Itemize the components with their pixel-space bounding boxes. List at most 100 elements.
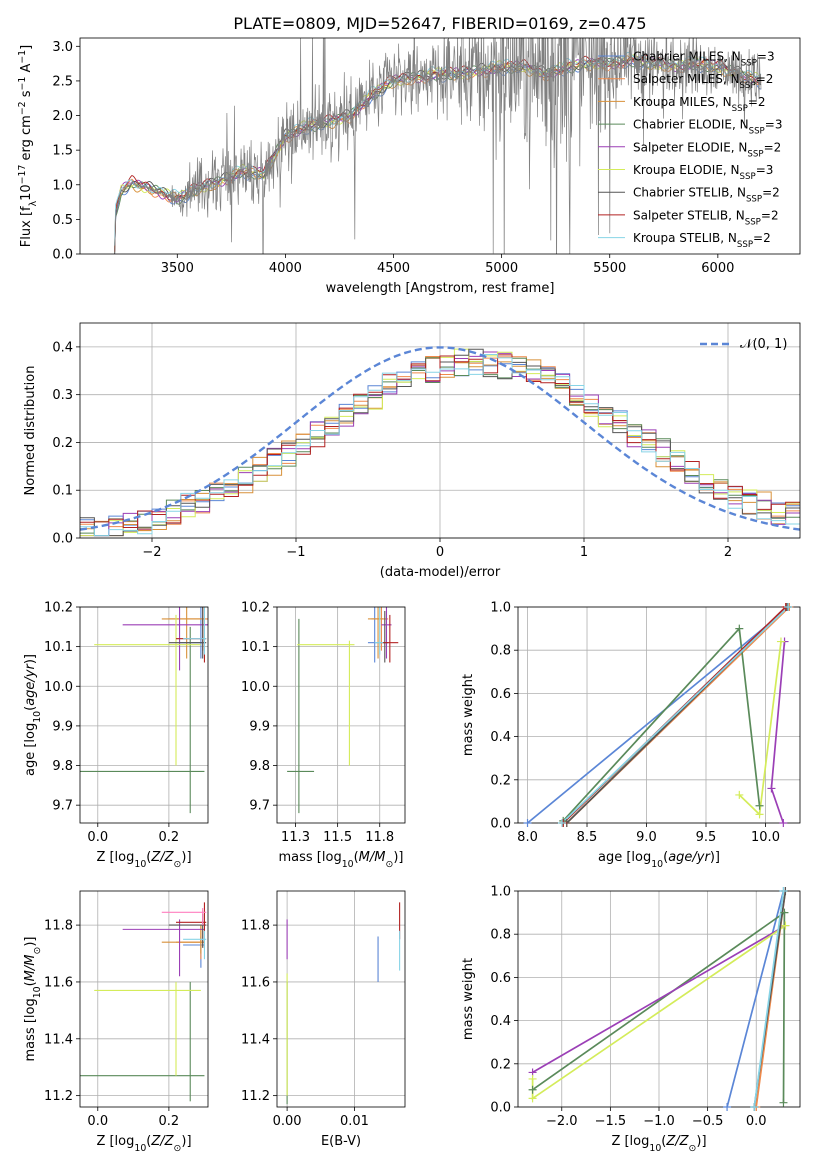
y-tick-label: 9.7 — [52, 799, 73, 814]
y-tick-label: 0.6 — [490, 971, 511, 986]
x-tick-label: −2.0 — [546, 1114, 578, 1129]
mass-weight-marker — [779, 819, 788, 827]
axes-frame — [79, 37, 801, 255]
spectrum-data-line — [114, 38, 762, 254]
errorbar-point — [183, 607, 207, 655]
y-tick-label: 1.0 — [52, 178, 73, 193]
x-tick-label: −1.0 — [643, 1114, 675, 1129]
x-tick-label: 6000 — [701, 261, 734, 276]
errorbar-point — [94, 614, 201, 766]
y-tick-label: 0.0 — [52, 248, 73, 263]
y-tick-label: 0.5 — [52, 213, 73, 228]
x-tick-label: 4000 — [269, 261, 302, 276]
y-tick-label: 0.2 — [52, 436, 73, 451]
spectrum-panel: 3500 4000 4500 5000 5500 6000 0.0 0.5 1.0 1.5 2.0 2… — [17, 37, 801, 296]
y-axis-label: Normed distribution — [23, 366, 38, 496]
x-tick-label: 0.0 — [87, 1114, 108, 1129]
y-tick-label: 0.3 — [52, 388, 73, 403]
x-tick-label: 5000 — [485, 261, 518, 276]
mass-weight-marker — [528, 1074, 537, 1083]
x-axis-label: mass [log10(M/M⊙)] — [279, 850, 404, 870]
y-tick-label: 3.0 — [52, 40, 73, 55]
x-tick-label: 2 — [724, 545, 732, 560]
x-tick-label: 0.00 — [273, 1114, 302, 1129]
legend-entry-label: Chabrier ELODIE, NSSP=3 — [633, 118, 782, 137]
y-tick-label: 9.8 — [249, 759, 270, 774]
errorbar-point — [94, 981, 201, 1076]
mass-weight-marker — [558, 819, 567, 827]
y-tick-label: 11.8 — [241, 919, 270, 934]
mass-weight-marker — [723, 1103, 732, 1111]
mass-vs-ebv-panel: 0.00 0.01 11.2 11.4 11.6 11.8 E(B-V) — [241, 890, 406, 1149]
y-tick-label: 1.5 — [52, 144, 73, 159]
weight-vs-age-marks — [526, 607, 790, 823]
mass-weight-marker — [780, 908, 789, 917]
x-axis-label: Z [log10(Z/Z⊙)] — [96, 850, 191, 870]
errorbar-point — [374, 607, 384, 655]
mass-weight-marker — [781, 921, 790, 930]
mass-vs-ebv-marks — [286, 902, 401, 1105]
axes-frame — [79, 890, 209, 1108]
mass-weight-marker — [735, 624, 744, 633]
errorbar-point — [80, 981, 205, 1102]
errorbar-point — [161, 908, 207, 926]
legend-entry-label: Kroupa MILES, NSSP=2 — [633, 95, 766, 114]
x-tick-label: 9.5 — [696, 830, 717, 845]
x-tick-label: −1.5 — [595, 1114, 627, 1129]
x-axis-label: age [log10(age/yr)] — [598, 850, 720, 870]
errorbar-point — [122, 919, 205, 977]
y-tick-label: 10.1 — [241, 640, 270, 655]
mass-weight-line — [561, 607, 789, 823]
mass-weight-line — [526, 607, 790, 823]
legend-entry-label: Kroupa STELIB, NSSP=2 — [633, 231, 771, 250]
x-tick-label: −0.5 — [692, 1114, 724, 1129]
y-tick-label: 0.6 — [490, 687, 511, 702]
y-tick-label: 0.4 — [52, 340, 73, 355]
mass-weight-marker — [735, 790, 744, 799]
residual-histogram — [80, 354, 800, 537]
y-tick-label: 11.4 — [241, 1032, 270, 1047]
y-tick-label: 1.0 — [490, 885, 511, 900]
y-tick-label: 0.4 — [490, 1014, 511, 1029]
y-tick-label: 10.2 — [241, 601, 270, 616]
mass-weight-marker — [779, 887, 788, 895]
spectrum-marks — [114, 38, 762, 254]
y-axis-label: mass [log10(M/M⊙)] — [23, 937, 43, 1062]
y-tick-label: 11.6 — [241, 975, 270, 990]
x-tick-label: 5500 — [593, 261, 626, 276]
mass-weight-marker — [767, 784, 776, 793]
y-tick-label: 9.8 — [52, 759, 73, 774]
x-tick-label: 0.2 — [159, 830, 180, 845]
y-axis-label: age [log10(age/yr)] — [23, 654, 43, 776]
axes-frame — [517, 606, 801, 824]
y-tick-label: 11.6 — [44, 975, 73, 990]
y-tick-label: 0.0 — [52, 532, 73, 547]
y-tick-label: 10.0 — [44, 680, 73, 695]
legend-entry-label: 𝒩(0, 1) — [740, 337, 787, 352]
x-axis-label: Z [log10(Z/Z⊙)] — [96, 1134, 191, 1154]
age-vs-Z-panel: 0.0 0.2 9.7 9.8 9.9 10.0 10.1 10.2 Z [log10(Z/Z⊙… — [23, 601, 209, 870]
x-tick-label: −1 — [286, 545, 305, 560]
x-axis-label: wavelength [Angstrom, rest frame] — [326, 281, 555, 296]
x-tick-label: 1 — [580, 545, 588, 560]
errorbar-point — [161, 607, 205, 659]
y-tick-label: 10.1 — [44, 640, 73, 655]
x-tick-label: 9.0 — [636, 830, 657, 845]
y-tick-label: 11.8 — [44, 919, 73, 934]
x-axis-label: Z [log10(Z/Z⊙)] — [611, 1134, 706, 1154]
x-tick-label: 8.5 — [577, 830, 598, 845]
x-tick-label: −2 — [142, 545, 161, 560]
x-tick-label: 4500 — [377, 261, 410, 276]
mass-weight-marker — [528, 1094, 537, 1103]
axes-frame — [79, 322, 801, 539]
x-tick-label: 8.0 — [517, 830, 538, 845]
y-tick-label: 9.9 — [249, 719, 270, 734]
errorbar-point — [383, 614, 399, 663]
y-tick-label: 9.7 — [249, 799, 270, 814]
y-tick-label: 9.9 — [52, 719, 73, 734]
mass-weight-line — [532, 924, 786, 1074]
mass-weight-line — [753, 891, 785, 1107]
y-tick-label: 10.2 — [44, 601, 73, 616]
y-tick-label: 11.2 — [241, 1089, 270, 1104]
